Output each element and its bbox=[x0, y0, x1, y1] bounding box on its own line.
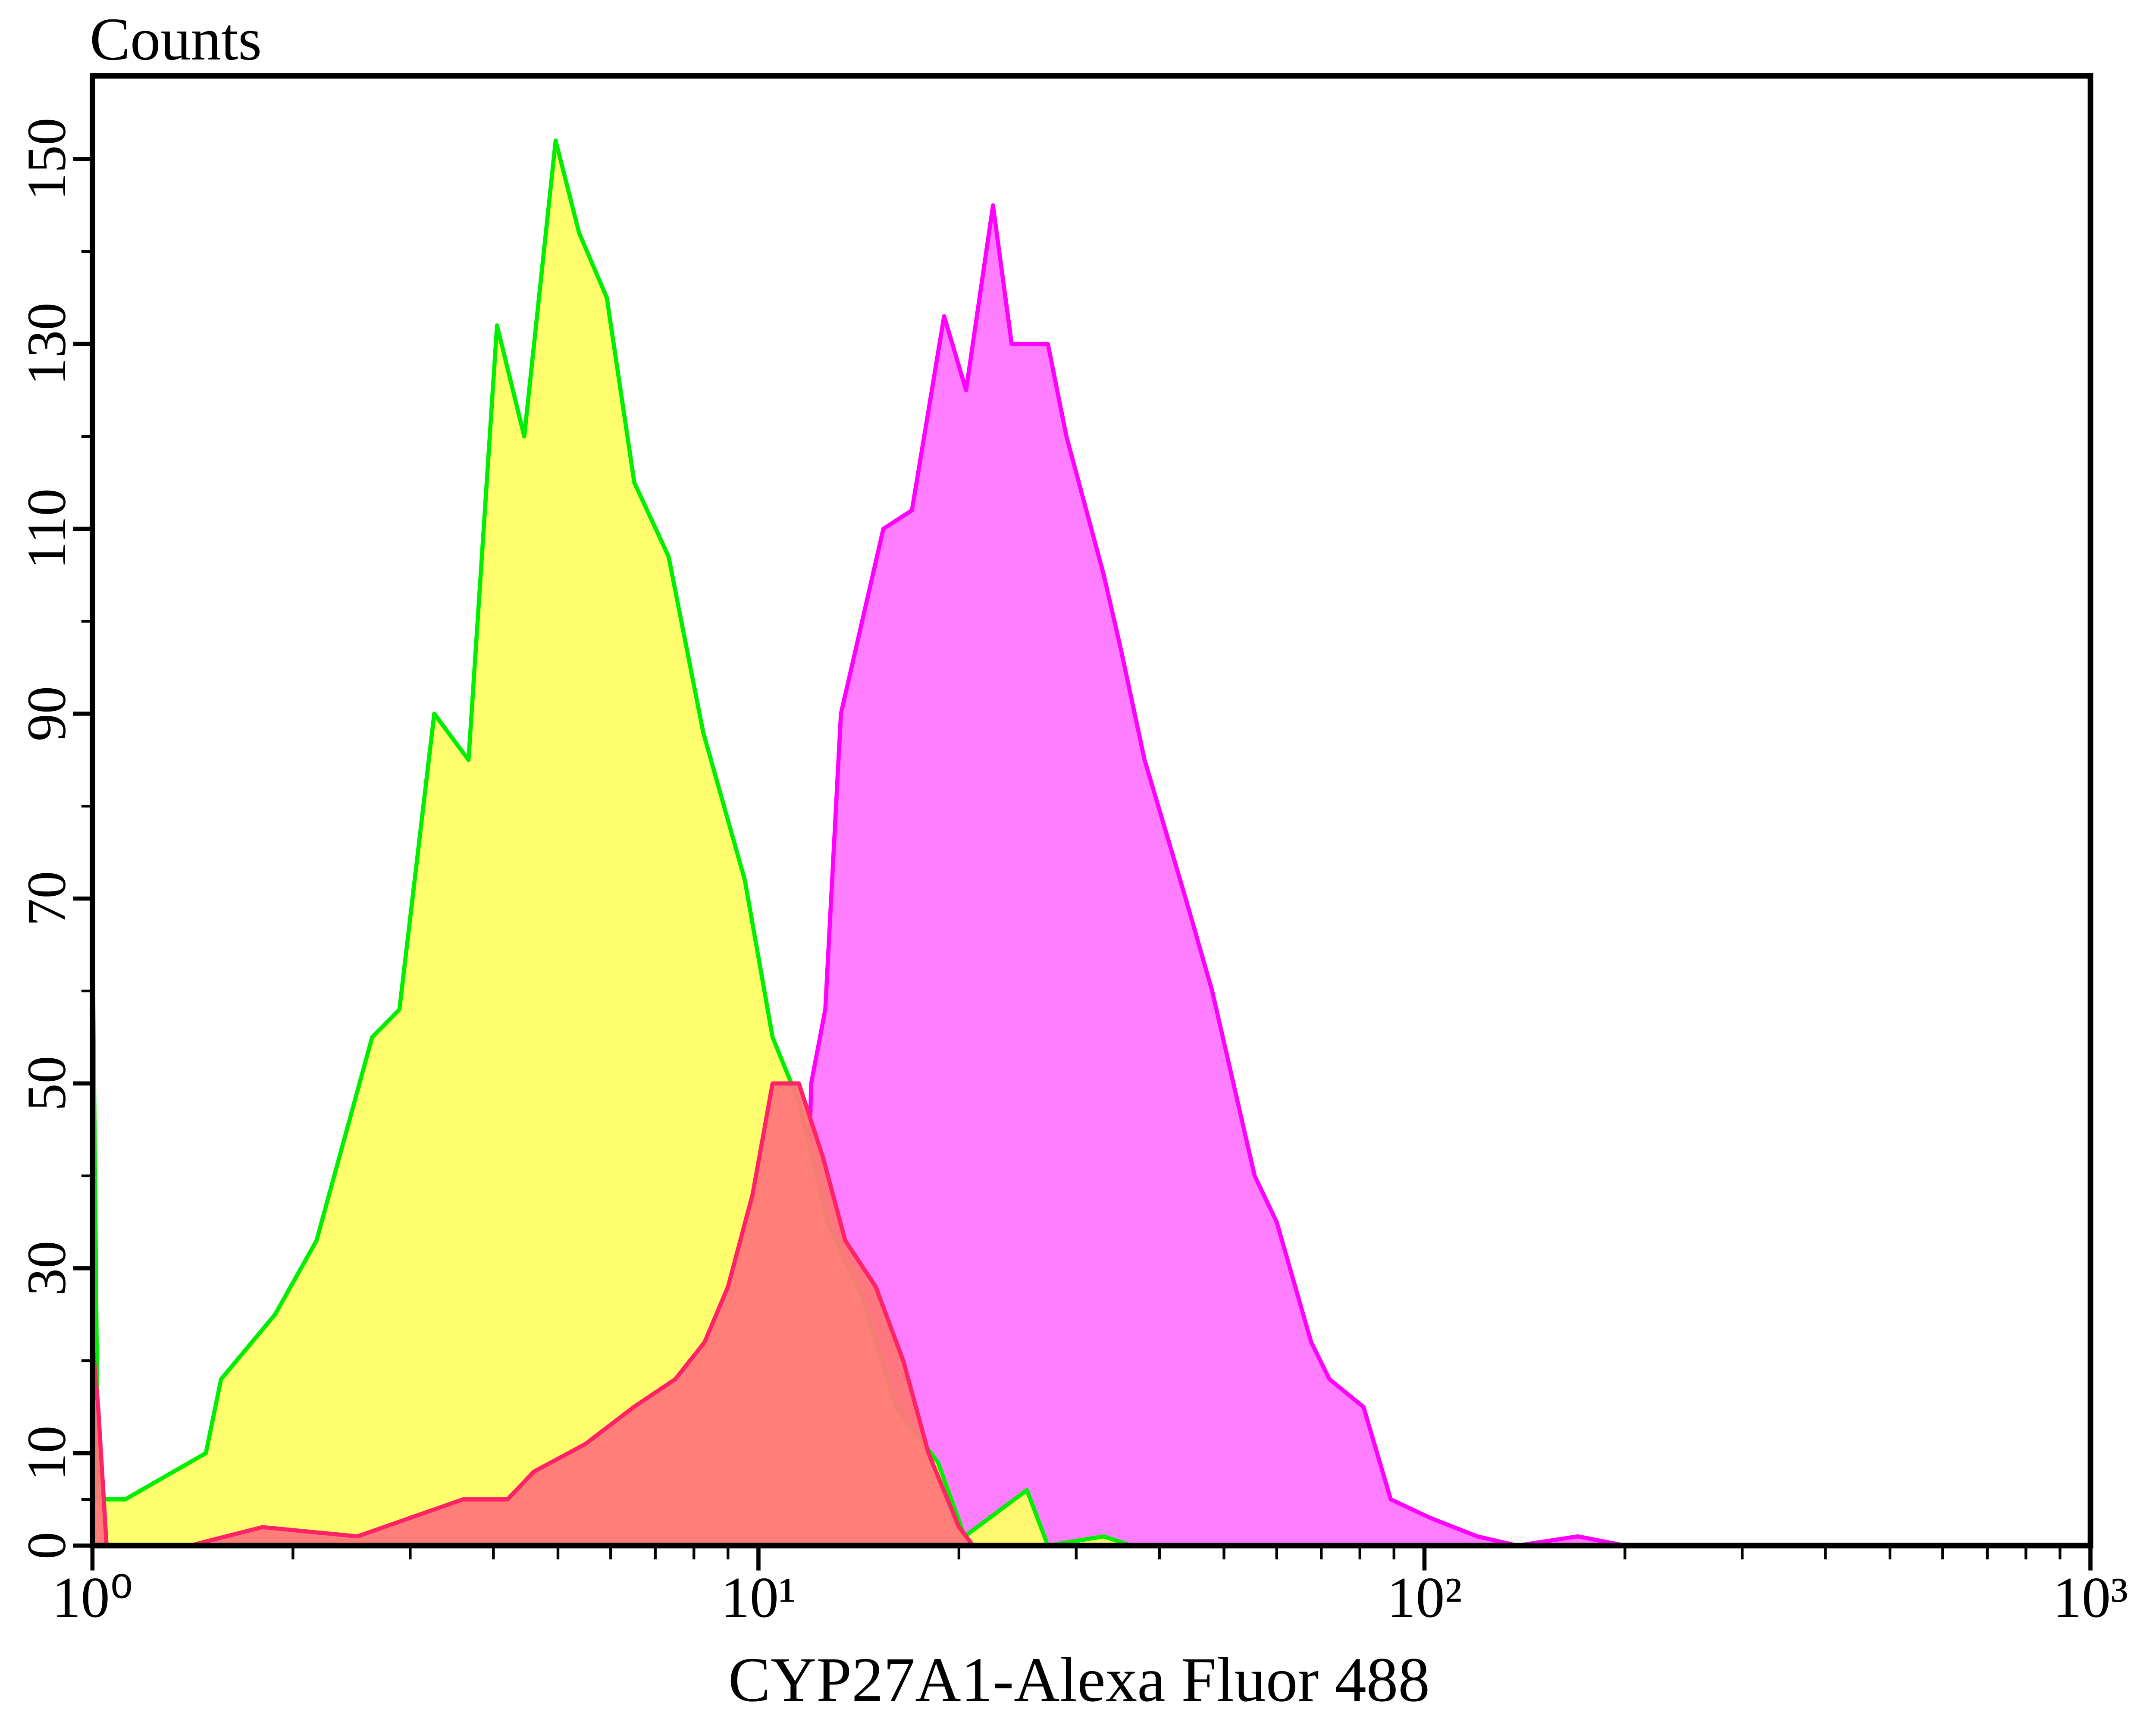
x-tick-label: 10² bbox=[1387, 1565, 1462, 1630]
y-tick-label: 150 bbox=[16, 118, 77, 201]
histogram-area bbox=[90, 138, 1627, 1548]
y-tick-label: 10 bbox=[16, 1426, 77, 1481]
chart-title: Counts bbox=[90, 6, 262, 73]
y-tick-label: 110 bbox=[16, 489, 77, 569]
y-tick-label: 130 bbox=[16, 303, 77, 386]
y-tick-label: 90 bbox=[16, 686, 77, 741]
x-tick-label: 10³ bbox=[2053, 1565, 2128, 1630]
histogram-area bbox=[90, 1081, 1078, 1548]
histogram-area bbox=[796, 203, 1627, 1548]
x-tick-label: 10⁰ bbox=[52, 1565, 133, 1630]
y-tick-label: 30 bbox=[16, 1241, 77, 1296]
x-axis-label: CYP27A1-Alexa Fluor 488 bbox=[728, 1644, 1430, 1715]
plot-frame bbox=[90, 73, 2093, 1549]
y-tick-label: 0 bbox=[16, 1532, 77, 1559]
x-tick-label: 10¹ bbox=[721, 1565, 796, 1630]
y-tick-label: 50 bbox=[16, 1056, 77, 1111]
y-tick-label: 70 bbox=[16, 871, 77, 926]
